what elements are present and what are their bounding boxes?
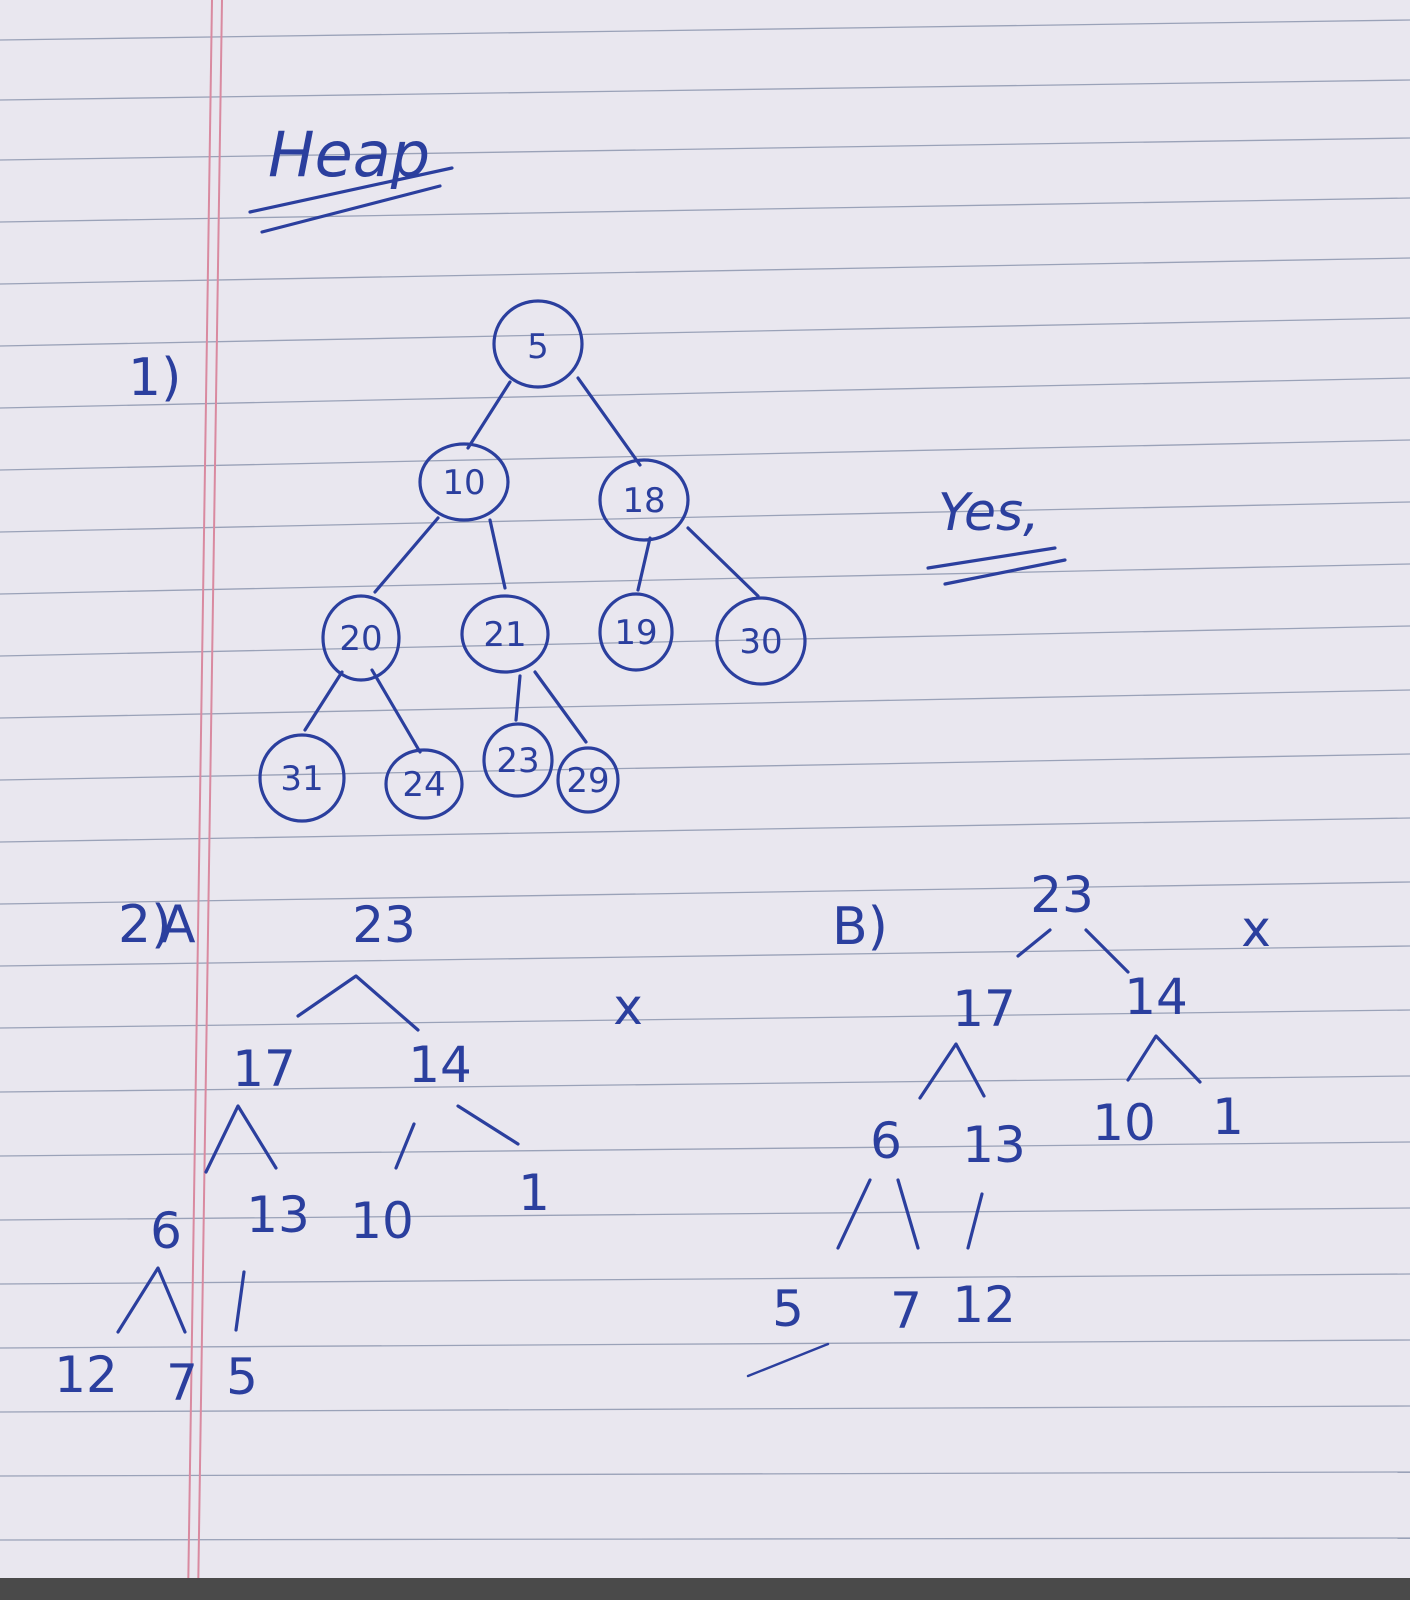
q2a-node-23: 23 <box>352 896 416 954</box>
q2a-node-6: 6 <box>150 1202 182 1260</box>
q2b-node-1: 1 <box>1212 1088 1244 1146</box>
q2b-node-12: 12 <box>952 1276 1016 1334</box>
title-underline-2 <box>260 184 442 234</box>
q2a-node-17: 17 <box>232 1040 296 1098</box>
q1-tree-node-20: 20 <box>321 594 401 682</box>
svg-text:20: 20 <box>339 619 382 659</box>
q1-tree-node-10: 10 <box>418 442 510 522</box>
title-underline-1 <box>248 166 454 214</box>
q2b-cross-mark: x <box>1241 900 1271 958</box>
q2b-node-10: 10 <box>1092 1094 1156 1152</box>
q2a-node-10: 10 <box>350 1192 414 1250</box>
svg-text:18: 18 <box>622 481 665 521</box>
q2b-node-13: 13 <box>962 1116 1026 1174</box>
q2a-node-13: 13 <box>246 1186 310 1244</box>
q2a-node-12: 12 <box>54 1346 118 1404</box>
q2a-cross-mark: x <box>613 978 643 1036</box>
q2b-node-23: 23 <box>1030 866 1094 924</box>
svg-text:10: 10 <box>442 463 485 503</box>
q2-label: 2) <box>118 895 171 955</box>
q2b-node-17: 17 <box>952 980 1016 1038</box>
q2b-node-14: 14 <box>1124 968 1188 1026</box>
margin-lines <box>187 0 223 1600</box>
svg-text:23: 23 <box>496 741 539 781</box>
svg-text:21: 21 <box>483 615 526 655</box>
q2b-node-7: 7 <box>890 1282 922 1340</box>
q2b-label: B) <box>832 897 888 957</box>
q1-tree-node-19: 19 <box>598 592 674 672</box>
q1-tree-node-24: 24 <box>384 748 464 820</box>
q2a-node-7: 7 <box>166 1354 198 1412</box>
q1-answer-yes: Yes, <box>938 483 1040 543</box>
svg-text:29: 29 <box>566 761 609 801</box>
q1-tree-node-29: 29 <box>556 746 620 814</box>
q1-tree-node-23: 23 <box>482 722 554 798</box>
ruled-lines <box>0 19 1410 1541</box>
q2a-node-5: 5 <box>226 1348 258 1406</box>
q1-tree-node-18: 18 <box>598 458 690 542</box>
q1-tree-node-5: 5 <box>492 299 584 389</box>
svg-text:24: 24 <box>402 765 445 805</box>
answer-underline-1 <box>926 546 1057 570</box>
table-edge <box>0 1578 1410 1600</box>
q2a-label: A <box>160 895 196 955</box>
q2a-node-1: 1 <box>518 1164 550 1222</box>
q1-tree-node-30: 30 <box>715 596 807 686</box>
q2b-node-5: 5 <box>772 1280 804 1338</box>
q1-tree-edges <box>303 376 760 754</box>
svg-text:5: 5 <box>527 327 549 367</box>
q1-label: 1) <box>128 348 181 408</box>
q2a-tree-edges <box>116 974 520 1334</box>
q2b-node-6: 6 <box>870 1112 902 1170</box>
svg-text:30: 30 <box>739 622 782 662</box>
q1-tree-node-31: 31 <box>258 733 346 823</box>
q1-tree-node-21: 21 <box>460 594 550 674</box>
title-heap: Heap <box>268 118 430 191</box>
svg-text:19: 19 <box>614 613 657 653</box>
q2b-tree-edges <box>746 928 1202 1378</box>
answer-underline-2 <box>943 558 1067 586</box>
q2a-node-14: 14 <box>408 1036 472 1094</box>
svg-text:31: 31 <box>280 759 323 799</box>
